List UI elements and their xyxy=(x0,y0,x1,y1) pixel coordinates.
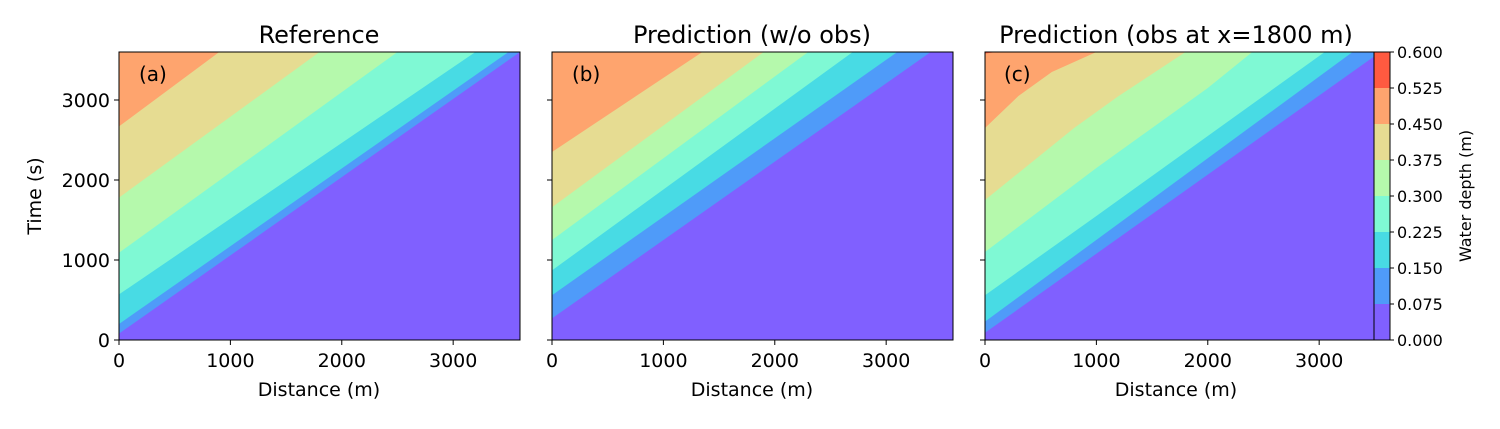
panel-a-xlabel: Distance (m) xyxy=(258,379,380,401)
colorbar-tick-label: 0.600 xyxy=(1397,43,1443,62)
panel-a-title: Reference xyxy=(259,21,380,49)
colorbar-tick-label: 0.225 xyxy=(1397,223,1443,242)
colorbar-tick-label: 0.300 xyxy=(1397,187,1443,206)
panel-b-fill-band-6 xyxy=(552,52,703,152)
panel-c-xtick-label: 2000 xyxy=(1184,350,1232,372)
panel-b-label: (b) xyxy=(572,62,600,86)
panel-c-label: (c) xyxy=(1004,62,1031,86)
colorbar-tick-label: 0.075 xyxy=(1397,295,1443,314)
panel-c-xtick-label: 1000 xyxy=(1072,350,1120,372)
panel-a-ytick-label: 3000 xyxy=(62,90,110,112)
panel-c: Prediction (obs at x=1800 m) 0 1000 2000 30… xyxy=(979,21,1387,401)
colorbar-band-3 xyxy=(1374,196,1390,232)
panel-a-ytick-label: 0 xyxy=(98,330,110,352)
colorbar-bands xyxy=(1373,51,1391,341)
colorbar-band-5 xyxy=(1374,124,1390,160)
colorbar-tick-label: 0.375 xyxy=(1397,151,1443,170)
panel-c-fill-band-5 xyxy=(985,52,1186,200)
panel-a-ylabel: Time (s) xyxy=(24,157,46,235)
colorbar: 0.000 0.075 0.150 0.225 0.300 0.375 0.450 0.525… xyxy=(1373,43,1475,350)
panel-b-title: Prediction (w/o obs) xyxy=(633,21,871,49)
panel-c-title: Prediction (obs at x=1800 m) xyxy=(999,21,1353,49)
panel-b-plot-area: 0 1000 2000 3000 xyxy=(546,51,954,372)
colorbar-band-7 xyxy=(1374,52,1390,88)
colorbar-tick-label: 0.450 xyxy=(1397,115,1443,134)
panel-a-xtick-label: 3000 xyxy=(429,350,477,372)
panel-b-xlabel: Distance (m) xyxy=(691,379,813,401)
panel-b-xtick-label: 3000 xyxy=(862,350,910,372)
colorbar-tick-label: 0.150 xyxy=(1397,259,1443,278)
colorbar-ticks: 0.000 0.075 0.150 0.225 0.300 0.375 0.450 0.525… xyxy=(1390,43,1443,350)
panel-a-axes-frame xyxy=(118,51,521,341)
panel-b-axes-frame xyxy=(551,51,954,341)
colorbar-band-1 xyxy=(1374,268,1390,304)
colorbar-band-2 xyxy=(1374,232,1390,268)
panel-c-xtick-label: 3000 xyxy=(1295,350,1343,372)
panel-c-xlabel: Distance (m) xyxy=(1115,379,1237,401)
panel-a-ytick-label: 1000 xyxy=(62,250,110,272)
panel-a-plot-area: 0 1000 2000 3000 0 1000 2000 3000 xyxy=(62,51,521,372)
panel-c-xtick-label: 0 xyxy=(979,350,991,372)
panel-c-fill-band-6 xyxy=(985,52,1097,128)
panel-b: Prediction (w/o obs) 0 1000 2000 3000 (b) D… xyxy=(546,21,954,401)
panel-b-xtick-label: 0 xyxy=(546,350,558,372)
panel-a-xtick-label: 0 xyxy=(113,350,125,372)
colorbar-band-4 xyxy=(1374,160,1390,196)
panel-a: Reference 0 1000 2000 3000 0 1000 2000 3000 (a)… xyxy=(24,21,521,401)
colorbar-band-6 xyxy=(1374,88,1390,124)
colorbar-tick-label: 0.525 xyxy=(1397,79,1443,98)
colorbar-band-0 xyxy=(1374,304,1390,340)
colorbar-label: Water depth (m) xyxy=(1456,130,1475,262)
panel-c-plot-area: 0 1000 2000 3000 xyxy=(979,51,1387,372)
panel-a-fill-band-6 xyxy=(119,52,220,127)
panel-a-ytick-label: 2000 xyxy=(62,170,110,192)
panel-a-xtick-label: 1000 xyxy=(206,350,254,372)
panel-a-xtick-label: 2000 xyxy=(318,350,366,372)
colorbar-tick-label: 0.000 xyxy=(1397,331,1443,350)
panel-b-xtick-label: 1000 xyxy=(639,350,687,372)
panel-a-label: (a) xyxy=(139,62,167,86)
panel-b-xtick-label: 2000 xyxy=(751,350,799,372)
